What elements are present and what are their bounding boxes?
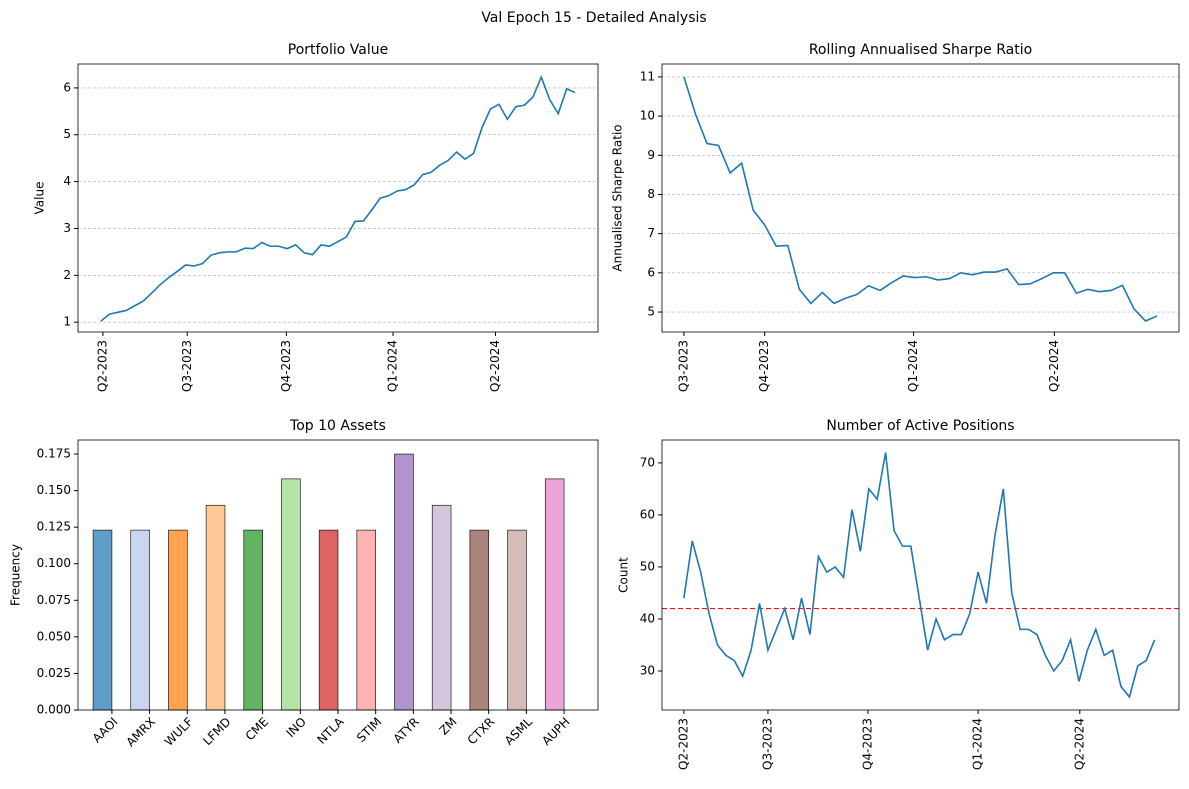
y-tick-label: 4: [63, 174, 71, 188]
bar: [356, 529, 376, 711]
x-tick-label: INO: [283, 715, 308, 740]
bar: [168, 529, 188, 711]
x-tick-label: LFMD: [200, 715, 233, 748]
bar: [544, 478, 565, 711]
x-tick-label: ZM: [437, 715, 460, 738]
y-axis-label: Annualised Sharpe Ratio: [611, 124, 625, 271]
bar: [469, 529, 490, 711]
x-tick-label: Q3-2023: [676, 340, 690, 392]
x-tick-label: Q2-2024: [488, 340, 502, 392]
y-tick-label: 30: [640, 663, 655, 677]
y-tick-label: 50: [640, 559, 655, 573]
y-tick-label: 60: [640, 507, 655, 521]
bar: [243, 529, 263, 711]
x-tick-label: NTLA: [314, 714, 347, 747]
y-tick-label: 11: [640, 69, 655, 83]
x-tick-label: Q1-2024: [971, 718, 985, 770]
x-tick-label: AAOI: [90, 715, 121, 746]
y-axis-label: Value: [33, 182, 47, 215]
y-tick-label: 0.025: [37, 666, 71, 680]
bar: [281, 478, 301, 711]
chart-title: Number of Active Positions: [826, 418, 1014, 434]
figure-title: Val Epoch 15 - Detailed Analysis: [481, 10, 706, 26]
x-tick-label: WULF: [162, 715, 196, 749]
y-tick-label: 2: [63, 268, 71, 282]
y-tick-label: 6: [63, 80, 71, 94]
bar: [431, 504, 452, 711]
x-tick-label: Q1-2024: [386, 340, 400, 392]
x-tick-label: CTXR: [465, 715, 498, 748]
bar: [318, 529, 339, 711]
y-tick-label: 0.050: [37, 629, 71, 643]
y-tick-label: 0.075: [37, 593, 71, 607]
data-line: [683, 76, 1158, 322]
axes-frame: [661, 439, 1180, 711]
y-tick-label: 5: [647, 305, 655, 319]
bar: [205, 504, 226, 711]
x-tick-label: Q2-2024: [1072, 718, 1086, 770]
chart-title: Rolling Annualised Sharpe Ratio: [809, 42, 1032, 58]
x-tick-label: ATYR: [391, 715, 422, 746]
x-tick-label: AUPH: [539, 715, 572, 748]
y-tick-label: 7: [647, 226, 655, 240]
chart-title: Portfolio Value: [288, 42, 389, 58]
data-line: [683, 452, 1156, 699]
y-tick-label: 8: [647, 187, 655, 201]
x-tick-label: Q2-2023: [95, 340, 109, 392]
y-tick-label: 0.100: [37, 556, 71, 570]
chart-title: Top 10 Assets: [289, 418, 386, 434]
y-tick-label: 40: [640, 611, 655, 625]
axes-frame: [77, 63, 599, 333]
axes-frame: [661, 63, 1180, 333]
x-tick-label: Q3-2023: [180, 340, 194, 392]
bar: [507, 529, 527, 711]
bar: [92, 529, 113, 711]
x-tick-label: ASML: [502, 714, 535, 747]
y-tick-label: 70: [640, 455, 655, 469]
y-tick-label: 0.000: [37, 703, 71, 717]
y-tick-label: 5: [63, 127, 71, 141]
bar: [130, 529, 150, 711]
x-tick-label: CME: [243, 715, 272, 744]
x-tick-label: Q4-2023: [279, 340, 293, 392]
x-tick-label: Q1-2024: [906, 340, 920, 392]
y-tick-label: 3: [63, 221, 71, 235]
x-tick-label: AMRX: [123, 715, 158, 750]
x-tick-label: Q3-2023: [760, 718, 774, 770]
y-tick-label: 6: [647, 265, 655, 279]
x-tick-label: Q4-2023: [757, 340, 771, 392]
y-tick-label: 1: [63, 315, 71, 329]
y-tick-label: 0.150: [37, 483, 71, 497]
y-tick-label: 0.175: [37, 447, 71, 461]
y-axis-label: Count: [617, 557, 631, 593]
x-tick-label: Q4-2023: [860, 718, 874, 770]
x-tick-label: Q2-2024: [1047, 340, 1061, 392]
axes-frame: [77, 439, 599, 711]
x-tick-label: Q2-2023: [676, 718, 690, 770]
y-tick-label: 10: [640, 109, 655, 123]
x-tick-label: STIM: [354, 715, 384, 745]
y-tick-label: 0.125: [37, 520, 71, 534]
bar: [394, 453, 414, 711]
y-tick-label: 9: [647, 148, 655, 162]
data-line: [100, 74, 576, 322]
y-axis-label: Frequency: [9, 544, 23, 606]
